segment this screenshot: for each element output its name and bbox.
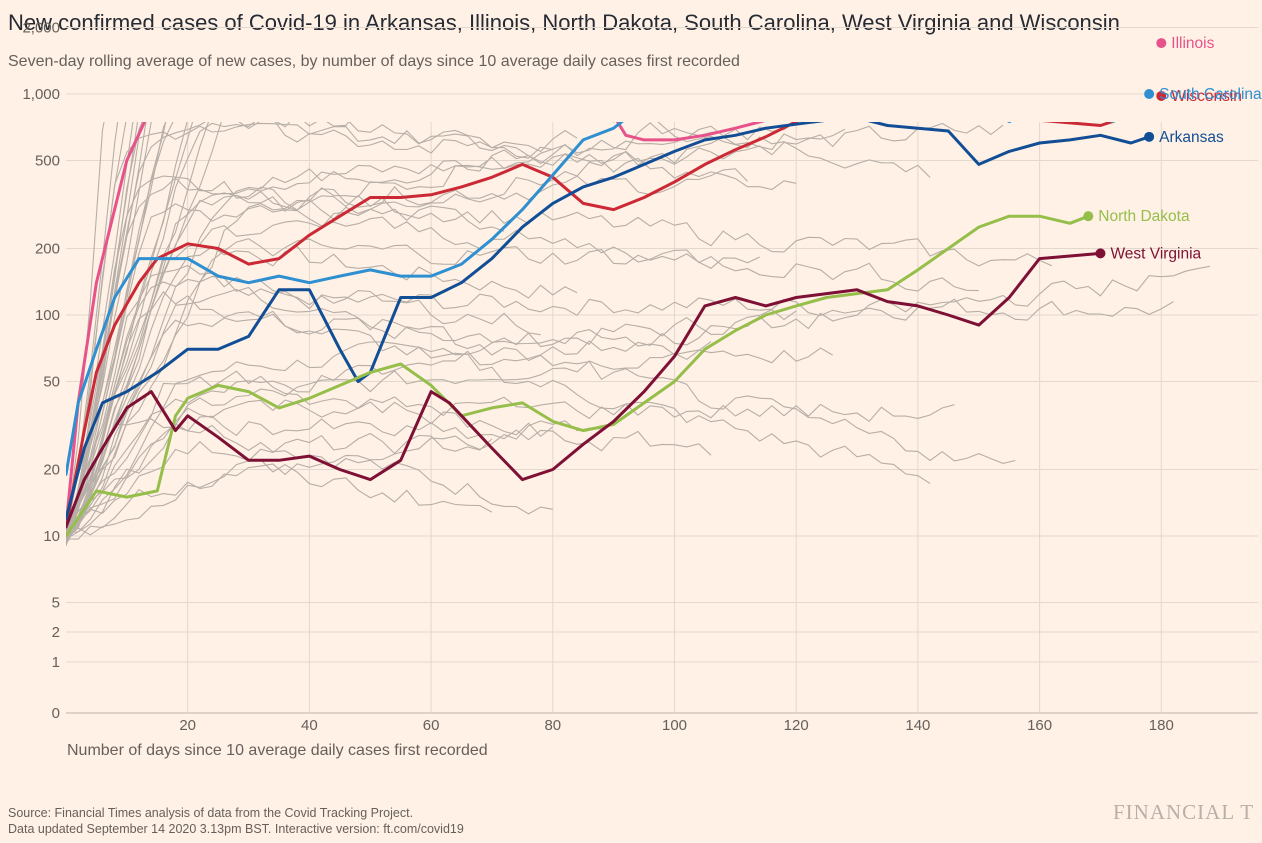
chart-subtitle: Seven-day rolling average of new cases, …: [8, 53, 740, 70]
y-tick-label: 0: [52, 705, 60, 722]
context-line: [66, 122, 152, 528]
series-end-dot-south-carolina: [1144, 89, 1155, 99]
series-label-north-dakota: North Dakota: [1098, 208, 1190, 225]
series-end-dot-illinois: [1156, 38, 1167, 49]
y-tick-label: 500: [35, 153, 60, 170]
context-line: [66, 122, 931, 537]
source-line-1: Source: Financial Times analysis of data…: [8, 806, 414, 820]
series-end-dot-west-virginia: [1095, 248, 1106, 259]
y-tick-label: 2,000: [22, 19, 60, 36]
x-tick-label: 180: [1149, 717, 1174, 734]
context-line: [66, 175, 1053, 546]
axis-tick-labels: 0 1 2 5 10 20 50 100 200 500 1,000 2,000 20 40 60 80 100…: [22, 19, 1173, 734]
series-label-west-virginia: West Virginia: [1110, 245, 1201, 262]
y-tick-label: 200: [35, 240, 60, 257]
context-line: [66, 459, 493, 536]
context-line: [66, 122, 350, 534]
ft-logo: FINANCIAL T: [1113, 800, 1255, 824]
y-tick-label: 20: [43, 461, 60, 478]
series-end-dot-north-dakota: [1083, 211, 1094, 222]
series-line-west-virginia: [66, 251, 1102, 529]
context-line: [66, 290, 931, 542]
x-tick-label: 140: [905, 717, 930, 734]
context-line: [66, 203, 979, 546]
context-line: [66, 309, 797, 534]
series-end-dot-wisconsin: [1156, 90, 1167, 101]
context-line: [66, 122, 760, 543]
y-tick-label: 50: [43, 374, 60, 391]
context-line: [66, 192, 505, 527]
series-label-illinois: Illinois: [1171, 35, 1214, 52]
context-line: [66, 264, 541, 534]
context-line: [66, 122, 797, 534]
source-note: Source: Financial Times analysis of data…: [8, 805, 464, 837]
context-line: [66, 238, 760, 535]
x-axis-label: Number of days since 10 average daily ca…: [67, 742, 488, 759]
y-tick-label: 1,000: [22, 86, 60, 103]
series-label-arkansas: Arkansas: [1159, 129, 1224, 146]
context-line: [66, 341, 712, 540]
series-line-north-dakota: [66, 214, 1090, 538]
series-line-illinois: [66, 122, 766, 529]
series-label-south-carolina: South Carolina: [1159, 86, 1262, 103]
highlighted-series: [66, 122, 1151, 538]
context-line: [66, 420, 602, 540]
series-line-wisconsin: [66, 122, 1116, 529]
x-tick-label: 60: [423, 717, 440, 734]
y-tick-label: 5: [52, 595, 60, 612]
y-tick-label: 100: [35, 307, 60, 324]
x-tick-label: 80: [544, 717, 561, 734]
series-line-arkansas: [66, 122, 1151, 520]
x-tick-label: 100: [662, 717, 687, 734]
context-line: [66, 245, 578, 538]
y-tick-label: 2: [52, 624, 60, 641]
y-tick-label: 10: [43, 528, 60, 545]
context-line: [66, 313, 833, 530]
context-line: [66, 122, 797, 531]
context-line: [66, 415, 712, 536]
context-line: [66, 122, 210, 536]
context-line: [66, 265, 1211, 545]
series-end-dot-arkansas: [1144, 131, 1155, 142]
x-tick-label: 120: [784, 717, 809, 734]
context-line: [66, 432, 493, 531]
x-tick-label: 160: [1027, 717, 1052, 734]
context-line: [66, 168, 748, 545]
y-tick-label: 1: [52, 654, 60, 671]
gridlines: [66, 26, 1258, 714]
context-line: [66, 396, 955, 533]
context-line: [66, 122, 134, 537]
context-line: [66, 288, 1174, 539]
context-state-lines: [66, 122, 1211, 546]
context-line: [66, 122, 147, 544]
chart-title: New confirmed cases of Covid-19 in Arkan…: [8, 10, 1120, 35]
source-line-2: Data updated September 14 2020 3.13pm BS…: [8, 822, 464, 836]
series-line-south-carolina: [66, 122, 1115, 476]
x-tick-label: 40: [301, 717, 318, 734]
series-label-wisconsin: Wisconsin: [1171, 88, 1242, 105]
x-tick-label: 20: [179, 717, 196, 734]
context-line: [66, 122, 553, 535]
context-line: [66, 122, 167, 530]
context-line: [66, 122, 1004, 546]
